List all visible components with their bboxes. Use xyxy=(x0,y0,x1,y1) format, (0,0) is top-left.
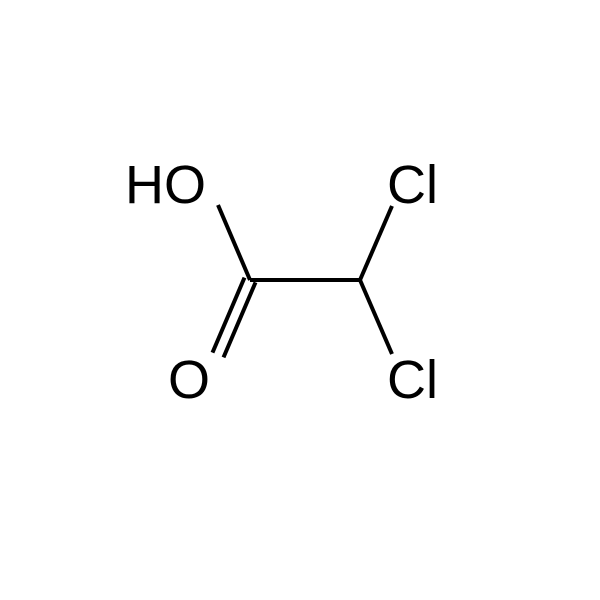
hydroxyl-label: HO xyxy=(125,158,206,212)
chlorine-bottom-label: Cl xyxy=(387,353,438,407)
chlorine-top-label: Cl xyxy=(387,158,438,212)
molecule-canvas: HO O Cl Cl xyxy=(0,0,600,600)
bond-layer xyxy=(0,0,600,600)
carbonyl-oxygen-label: O xyxy=(168,353,210,407)
